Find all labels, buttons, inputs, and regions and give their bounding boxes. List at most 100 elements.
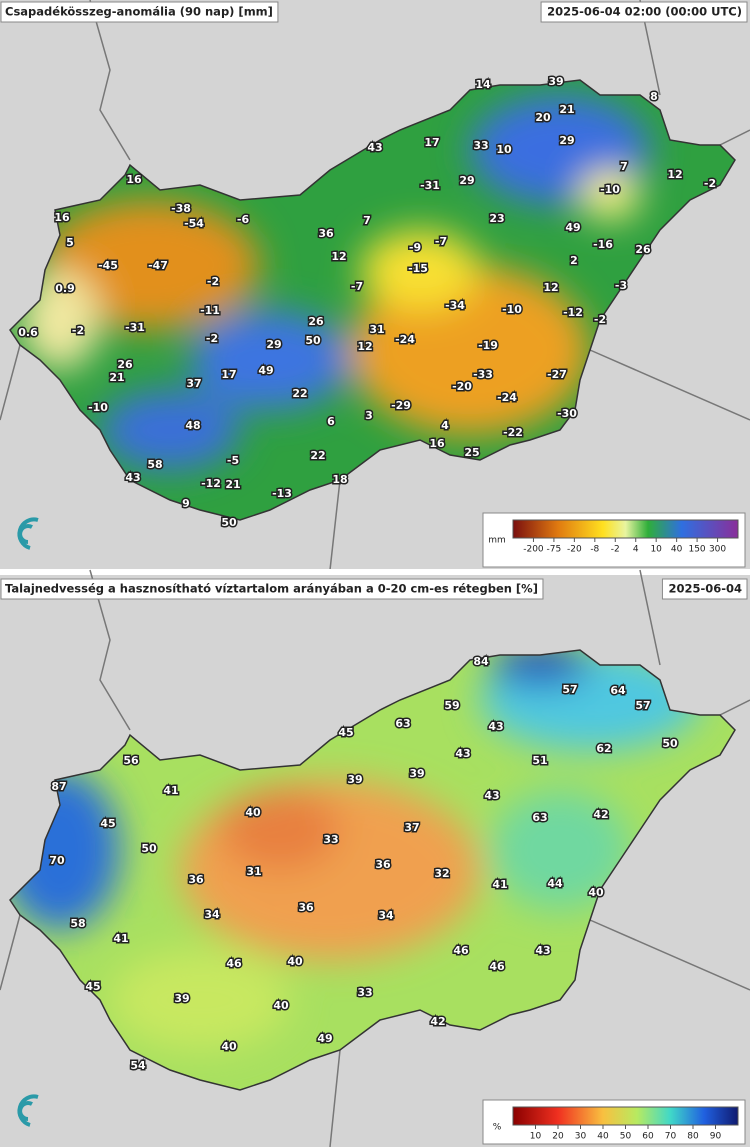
legend-unit: % xyxy=(493,1123,502,1133)
legend-tick-label: 40 xyxy=(597,1132,609,1142)
date-box xyxy=(540,1,748,23)
map-value: 59 xyxy=(444,699,459,712)
map-value: 0.6 xyxy=(18,326,38,339)
map-value: 40 xyxy=(287,955,303,968)
map-value: 49 xyxy=(565,221,580,234)
map-value: 4 xyxy=(441,419,449,432)
map-value: -24 xyxy=(395,333,415,346)
map-value: 43 xyxy=(484,789,499,802)
map-value: 49 xyxy=(317,1032,332,1045)
map-value: 17 xyxy=(424,136,439,149)
map-value: -20 xyxy=(452,380,472,393)
map-value: 26 xyxy=(117,358,133,371)
map-value: 50 xyxy=(305,334,321,347)
map-value: 58 xyxy=(147,458,162,471)
map-value: 25 xyxy=(464,446,479,459)
map-value: 5 xyxy=(66,236,74,249)
map-value: -31 xyxy=(125,321,145,334)
map-value: -33 xyxy=(473,368,493,381)
map-value: -38 xyxy=(171,202,191,215)
map-value: 45 xyxy=(338,726,353,739)
map-value: 57 xyxy=(635,699,650,712)
map-value: 9 xyxy=(182,497,190,510)
logo xyxy=(17,517,39,1127)
map-value: 42 xyxy=(593,808,608,821)
map-value: 22 xyxy=(310,449,325,462)
map-value: -9 xyxy=(409,241,421,254)
map-value: 29 xyxy=(459,174,474,187)
map-value: 39 xyxy=(174,992,189,1005)
map-value: 8 xyxy=(650,90,658,103)
map-value: -10 xyxy=(600,183,620,196)
map-value: 23 xyxy=(489,212,504,225)
map-value: 12 xyxy=(543,281,558,294)
map-value: -29 xyxy=(391,399,411,412)
map-value: 26 xyxy=(308,315,324,328)
map-value: 62 xyxy=(596,742,611,755)
map-value: 50 xyxy=(221,516,237,529)
map-value: -7 xyxy=(351,280,363,293)
map-value: 34 xyxy=(378,909,394,922)
legend-tick-label: 90 xyxy=(710,1132,722,1142)
map-value: 32 xyxy=(434,867,449,880)
map-value: 41 xyxy=(113,932,128,945)
map-value: 41 xyxy=(163,784,178,797)
map-value: 16 xyxy=(54,211,70,224)
map-value: -6 xyxy=(237,213,250,226)
map-fill xyxy=(10,650,735,1090)
map-value: -24 xyxy=(497,391,517,404)
map-value: 0.9 xyxy=(55,282,75,295)
legend-tick-label: 50 xyxy=(620,1132,632,1142)
legend-tick-label: 30 xyxy=(575,1132,587,1142)
map-value: -54 xyxy=(184,217,204,230)
map-value: -2 xyxy=(206,332,218,345)
legend-tick-label: 60 xyxy=(642,1132,654,1142)
map-value: 45 xyxy=(85,980,100,993)
map-value: 31 xyxy=(369,323,384,336)
map-value: 40 xyxy=(588,886,604,899)
title-box xyxy=(0,578,544,600)
map-value: 12 xyxy=(667,168,682,181)
map-value: 20 xyxy=(535,111,551,124)
map-value: 46 xyxy=(226,957,242,970)
map-value: 58 xyxy=(70,917,85,930)
map-value: 50 xyxy=(141,842,157,855)
map-value: 37 xyxy=(404,821,419,834)
map-value: -12 xyxy=(563,306,583,319)
panel-title: Csapadékösszeg-anomália (90 nap) [mm] xyxy=(5,5,273,19)
colorbar xyxy=(512,519,739,539)
legend-tick-label: -2 xyxy=(611,545,620,555)
map-value: 36 xyxy=(318,227,334,240)
map-value: 12 xyxy=(331,250,346,263)
legend-tick-label: 80 xyxy=(687,1132,699,1142)
map-value: 21 xyxy=(225,478,240,491)
map-value: 39 xyxy=(548,75,563,88)
map-value: -2 xyxy=(207,275,219,288)
map-value: 34 xyxy=(204,908,220,921)
map-value: 39 xyxy=(409,767,424,780)
legend-tick-label: -200 xyxy=(523,545,544,555)
map-value: 16 xyxy=(429,437,445,450)
panel-date: 2025-06-04 02:00 (00:00 UTC) xyxy=(547,5,742,19)
map-value: 63 xyxy=(532,811,547,824)
map-value: -15 xyxy=(408,262,428,275)
map-value: 39 xyxy=(347,773,362,786)
map-value: -22 xyxy=(503,426,523,439)
map-value: 37 xyxy=(186,377,201,390)
map-value: -12 xyxy=(201,477,221,490)
map-value: 63 xyxy=(395,717,410,730)
map-value: 33 xyxy=(473,139,488,152)
map-value: 43 xyxy=(535,944,550,957)
legend-tick-label: 40 xyxy=(671,545,683,555)
map-value: 46 xyxy=(489,960,505,973)
map-value: 45 xyxy=(100,817,115,830)
map-value: 42 xyxy=(430,1015,445,1028)
map-value: 43 xyxy=(367,141,382,154)
map-value: 7 xyxy=(363,214,371,227)
map-value: 17 xyxy=(221,368,236,381)
legend-tick-label: 20 xyxy=(552,1132,564,1142)
map-value: 36 xyxy=(188,873,204,886)
map-value: 43 xyxy=(488,720,503,733)
map-value: 21 xyxy=(559,103,574,116)
